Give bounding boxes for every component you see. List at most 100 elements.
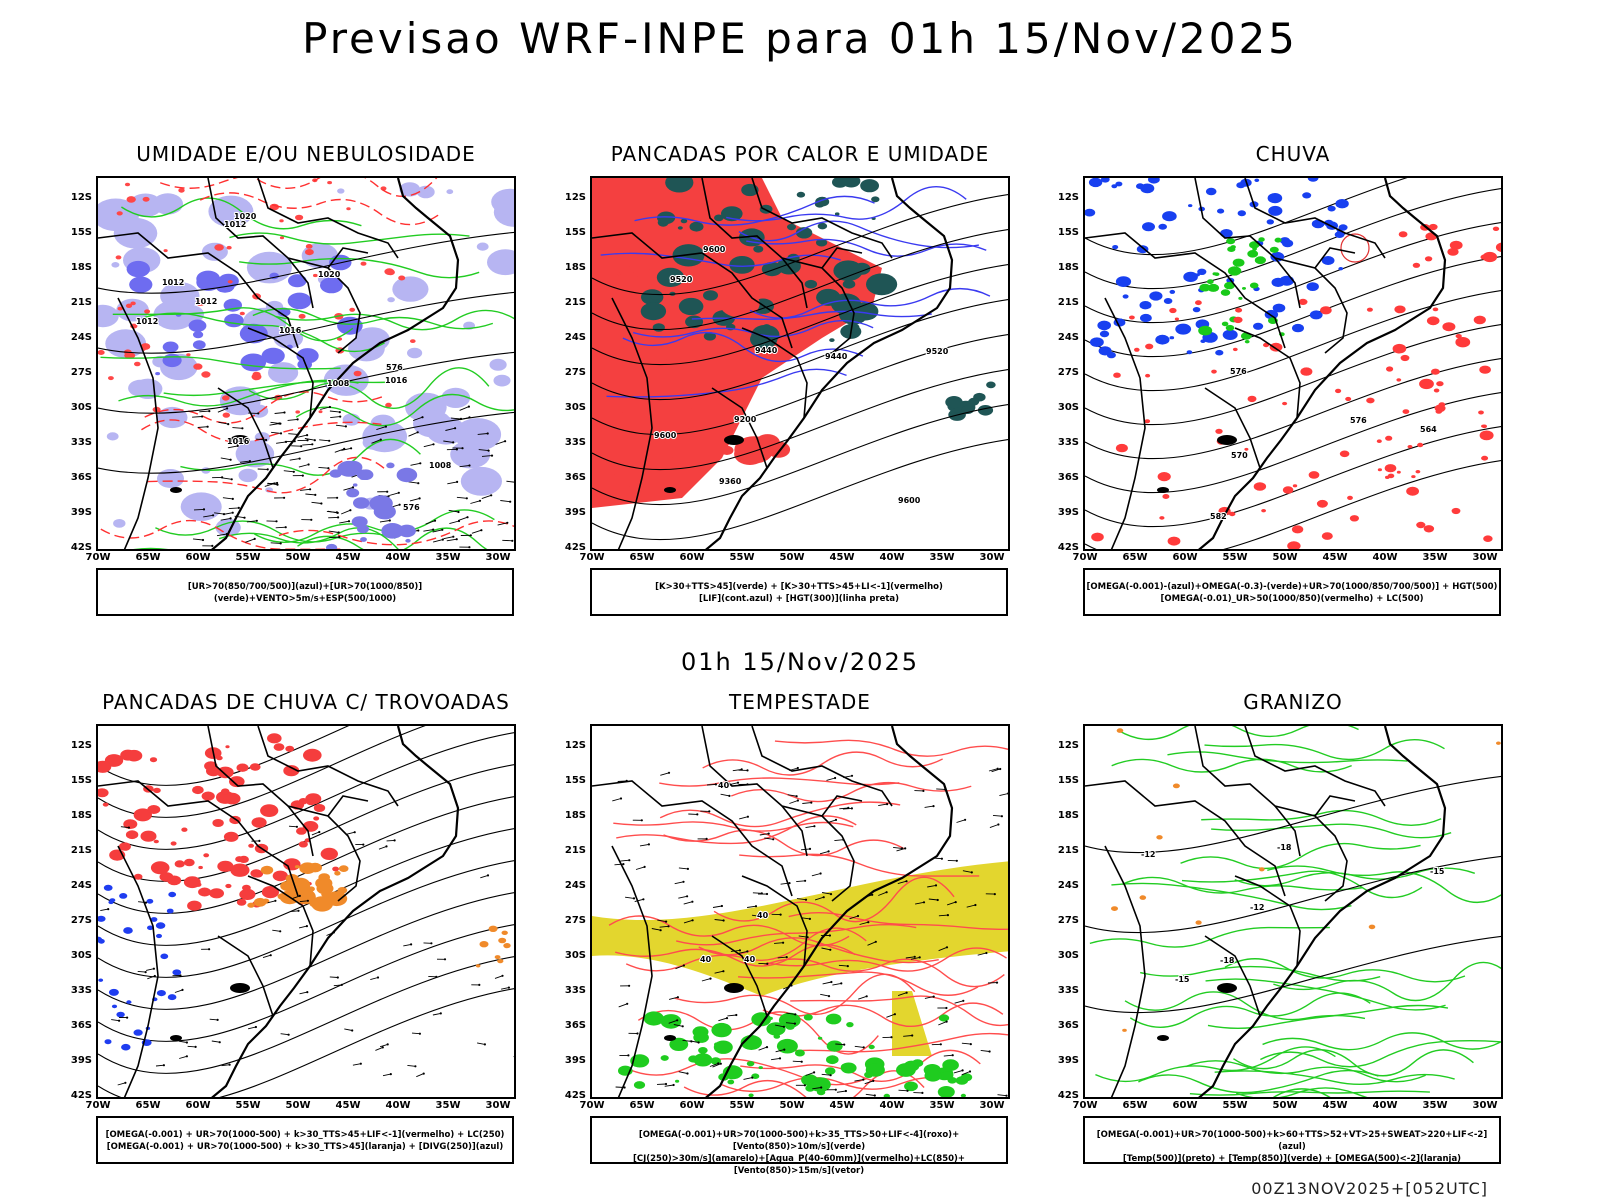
- contour-label: 570: [1231, 451, 1248, 460]
- lon-tick-label: 45W: [829, 1100, 855, 1111]
- lon-tick-label: 40W: [385, 552, 411, 563]
- lat-tick-label: 33S: [70, 985, 92, 996]
- lon-tick-label: 55W: [235, 1100, 261, 1111]
- legend-line: [LIF](cont.azul) + [HGT(300)](linha pret…: [698, 594, 900, 604]
- lat-tick-label: 24S: [1057, 880, 1079, 891]
- lon-tick-label: 60W: [679, 552, 705, 563]
- lon-tick-label: 65W: [1122, 552, 1148, 563]
- panel-title-tempestade: TEMPESTADE: [729, 690, 871, 714]
- lat-tick-label: 27S: [564, 915, 586, 926]
- lon-tick-label: 65W: [1122, 1100, 1148, 1111]
- panel-title-trovoadas: PANCADAS DE CHUVA C/ TROVOADAS: [102, 690, 510, 714]
- contour-label: 9520: [926, 347, 949, 356]
- lat-tick-label: 18S: [70, 810, 92, 821]
- lon-tick-label: 65W: [135, 1100, 161, 1111]
- lon-tick-label: 45W: [1322, 552, 1348, 563]
- contour-label: 1016: [227, 437, 250, 446]
- contour-label: 576: [1230, 367, 1247, 376]
- lat-tick-label: 12S: [70, 740, 92, 751]
- contour-label: 1012: [195, 297, 217, 306]
- lon-tick-label: 40W: [385, 1100, 411, 1111]
- legend-line: [UR>70(850/700/500)](azul)+[UR>70(1000/8…: [187, 582, 423, 604]
- lat-axis-trovoadas: 12S 15S 18S 21S 24S 27S 30S 33S 36S 39S 42S: [62, 724, 92, 1101]
- lat-tick-label: 21S: [1057, 297, 1079, 308]
- legend-line: [OMEGA(-0.001)-(azul)+OMEGA(-0.3)-(verde…: [1086, 582, 1498, 592]
- lon-tick-label: 65W: [135, 552, 161, 563]
- contour-label: 9600: [654, 431, 677, 440]
- lat-tick-label: 30S: [1057, 402, 1079, 413]
- contour-label: 9200: [734, 415, 757, 424]
- lat-tick-label: 27S: [70, 915, 92, 926]
- lat-tick-label: 15S: [70, 227, 92, 238]
- lat-tick-label: 27S: [564, 367, 586, 378]
- lon-tick-label: 45W: [829, 552, 855, 563]
- legend-line: [K>30+TTS>45](verde) + [K>30+TTS>45+LI<-…: [655, 582, 943, 592]
- lat-tick-label: 30S: [1057, 950, 1079, 961]
- lat-tick-label: 30S: [564, 950, 586, 961]
- contour-label: 1012: [136, 317, 158, 326]
- lon-tick-label: 30W: [485, 552, 511, 563]
- lat-tick-label: 21S: [1057, 845, 1079, 856]
- contour-label: 1012: [224, 220, 246, 229]
- lon-tick-label: 50W: [285, 552, 311, 563]
- lat-tick-label: 30S: [70, 950, 92, 961]
- lon-tick-label: 50W: [779, 1100, 805, 1111]
- lon-tick-label: 35W: [435, 552, 461, 563]
- contour-label: 1008: [327, 379, 350, 388]
- contour-label: 576: [386, 363, 403, 372]
- legend-trovoadas: [OMEGA(-0.001) + UR>70(1000-500) + k>30_…: [96, 1116, 514, 1164]
- panel-title-chuva: CHUVA: [1255, 142, 1331, 166]
- lat-tick-label: 33S: [564, 437, 586, 448]
- lon-tick-label: 55W: [1222, 552, 1248, 563]
- lon-tick-label: 70W: [1072, 552, 1098, 563]
- legend-granizo: [OMEGA(-0.001)+UR>70(1000-500)+k>60+TTS>…: [1083, 1116, 1501, 1164]
- lat-tick-label: 39S: [70, 1055, 92, 1066]
- lon-tick-label: 45W: [1322, 1100, 1348, 1111]
- contour-label: 40: [700, 955, 712, 964]
- contour-label: 582: [1210, 512, 1227, 521]
- lon-tick-label: 55W: [729, 552, 755, 563]
- lat-tick-label: 15S: [564, 775, 586, 786]
- lat-tick-label: 21S: [564, 845, 586, 856]
- page-title: Previsao WRF-INPE para 01h 15/Nov/2025: [302, 14, 1298, 63]
- lat-tick-label: 21S: [70, 297, 92, 308]
- lat-axis-pancadas-calor: 12S 15S 18S 21S 24S 27S 30S 33S 36S 39S 42S: [556, 176, 586, 553]
- lat-tick-label: 18S: [70, 262, 92, 273]
- lat-tick-label: 15S: [70, 775, 92, 786]
- legend-pancadas-calor: [K>30+TTS>45](verde) + [K>30+TTS>45+LI<-…: [590, 568, 1008, 616]
- lat-tick-label: 18S: [564, 810, 586, 821]
- lon-tick-label: 65W: [629, 1100, 655, 1111]
- lat-tick-label: 12S: [70, 192, 92, 203]
- contour-label: 9520: [670, 275, 693, 284]
- lat-tick-label: 18S: [564, 262, 586, 273]
- contour-label: -15: [1430, 867, 1445, 876]
- lat-axis-granizo: 12S 15S 18S 21S 24S 27S 30S 33S 36S 39S 42S: [1049, 724, 1079, 1101]
- lon-tick-label: 60W: [1172, 1100, 1198, 1111]
- map-pancadas-calor: 9600 9520 9440 9600 9600 9520 9440 9360 9200: [590, 176, 1010, 551]
- lat-tick-label: 12S: [1057, 192, 1079, 203]
- lat-tick-label: 24S: [70, 332, 92, 343]
- lat-tick-label: 42S: [1057, 542, 1079, 553]
- lon-tick-label: 70W: [579, 1100, 605, 1111]
- lon-tick-label: 60W: [679, 1100, 705, 1111]
- lat-tick-label: 36S: [70, 472, 92, 483]
- lat-tick-label: 27S: [70, 367, 92, 378]
- lon-tick-label: 60W: [185, 552, 211, 563]
- lat-tick-label: 30S: [564, 402, 586, 413]
- contour-label: 1016: [279, 326, 302, 335]
- lat-tick-label: 33S: [70, 437, 92, 448]
- legend-line: [Temp(500)](preto) + [Temp(850)](verde) …: [1122, 1154, 1462, 1164]
- lon-tick-label: 60W: [1172, 552, 1198, 563]
- lon-tick-label: 65W: [629, 552, 655, 563]
- lon-tick-label: 60W: [185, 1100, 211, 1111]
- lon-tick-label: 70W: [85, 552, 111, 563]
- contour-label: 9360: [719, 477, 742, 486]
- lon-tick-label: 70W: [1072, 1100, 1098, 1111]
- lat-tick-label: 27S: [1057, 915, 1079, 926]
- panel-title-umidade: UMIDADE E/OU NEBULOSIDADE: [136, 142, 476, 166]
- legend-line: [OMEGA(-0.001) + UR>70(1000-500) + k>30_…: [105, 1130, 505, 1140]
- lat-tick-label: 42S: [564, 542, 586, 553]
- contour-label: -12: [1250, 903, 1264, 912]
- lat-tick-label: 36S: [1057, 472, 1079, 483]
- lat-axis-tempestade: 12S 15S 18S 21S 24S 27S 30S 33S 36S 39S 42S: [556, 724, 586, 1101]
